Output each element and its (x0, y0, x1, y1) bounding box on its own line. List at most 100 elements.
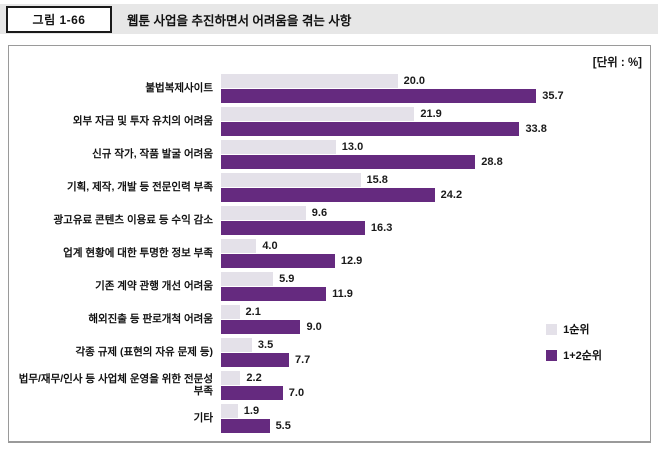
value-label-rank12: 16.3 (370, 222, 393, 234)
chart-row: 기획, 제작, 개발 등 전문인력 부족 15.8 24.2 (9, 173, 650, 202)
value-label-rank1: 9.6 (311, 207, 328, 219)
bar-line: 11.9 (221, 287, 650, 301)
bar-rank12 (221, 254, 335, 268)
bar-rank1 (221, 371, 241, 385)
figure-title: 웹툰 사업을 추진하면서 어려움을 겪는 사항 (127, 13, 352, 28)
value-label-rank1: 21.9 (420, 108, 442, 120)
bar-group: 1.9 5.5 (221, 404, 650, 433)
bar-group: 9.6 16.3 (221, 206, 650, 235)
bar-group: 20.0 35.7 (221, 74, 650, 103)
bar-group: 2.2 7.0 (221, 371, 650, 400)
value-label-rank12: 7.7 (294, 354, 311, 366)
category-label: 업계 현황에 대한 투명한 정보 부족 (63, 246, 213, 259)
bar-line: 2.2 (221, 371, 650, 385)
chart-row: 광고유료 콘텐츠 이용료 등 수익 감소 9.6 16.3 (9, 206, 650, 235)
category-label: 광고유료 콘텐츠 이용료 등 수익 감소 (53, 213, 214, 226)
bar-rank12 (221, 386, 283, 400)
bar-line: 1.9 (221, 404, 650, 418)
value-label-rank12: 33.8 (525, 123, 547, 135)
bar-line: 3.5 (221, 338, 650, 352)
bar-rank1 (221, 74, 398, 88)
legend-item-rank12: 1+2순위 (546, 347, 602, 363)
chart-row: 기타 1.9 5.5 (9, 404, 650, 433)
value-label-rank12: 28.8 (481, 156, 503, 168)
legend-label-rank12: 1+2순위 (563, 350, 602, 362)
figure-number-label: 그림 1-66 (6, 5, 112, 33)
chart-row: 각종 규제 (표현의 자유 문제 등) 3.5 7.7 (9, 338, 650, 367)
value-label-rank1: 2.1 (245, 306, 261, 318)
bar-group: 3.5 7.7 (221, 338, 650, 367)
bar-line: 5.5 (221, 419, 650, 433)
value-label-rank1: 3.5 (257, 339, 274, 351)
value-label-rank1: 4.0 (262, 240, 278, 252)
bar-line: 16.3 (221, 221, 650, 235)
bar-rank12 (221, 122, 520, 136)
chart-row: 해외진출 등 판로개척 어려움 2.1 9.0 (9, 305, 650, 334)
bar-rank12 (221, 188, 435, 202)
chart-row: 불법복제사이트 20.0 35.7 (9, 74, 650, 103)
value-label-rank1: 20.0 (403, 75, 426, 87)
bar-rank1 (221, 338, 252, 352)
value-label-rank1: 1.9 (243, 405, 260, 417)
chart-row: 업계 현황에 대한 투명한 정보 부족 4.0 12.9 (9, 239, 650, 268)
bar-rank12 (221, 320, 301, 334)
bar-line: 2.1 (221, 305, 650, 319)
bar-rank12 (221, 89, 537, 103)
bar-rank1 (221, 404, 238, 418)
category-label: 각종 규제 (표현의 자유 문제 등) (75, 345, 214, 358)
bar-rank1 (221, 173, 361, 187)
category-label: 기획, 제작, 개발 등 전문인력 부족 (66, 180, 213, 193)
bar-line: 13.0 (221, 140, 650, 154)
bar-line: 4.0 (221, 239, 650, 253)
value-label-rank1: 15.8 (366, 174, 388, 186)
value-label-rank1: 2.2 (246, 372, 262, 384)
chart-legend: 1순위 1+2순위 (546, 321, 602, 363)
bar-line: 5.9 (221, 272, 650, 286)
category-label: 외부 자금 및 투자 유치의 어려움 (72, 114, 213, 127)
chart-container: [단위 : %] 불법복제사이트 20.0 35.7 외부 자금 및 투자 유치의 어… (8, 45, 651, 443)
value-label-rank12: 5.5 (275, 420, 291, 432)
value-label-rank12: 7.0 (288, 387, 305, 399)
bar-rank12 (221, 419, 270, 433)
chart-row: 외부 자금 및 투자 유치의 어려움 21.9 33.8 (9, 107, 650, 136)
bar-rank1 (221, 305, 240, 319)
bar-rank12 (221, 287, 327, 301)
bar-line: 9.6 (221, 206, 650, 220)
bar-rank1 (221, 272, 274, 286)
bar-group: 4.0 12.9 (221, 239, 650, 268)
bar-line: 15.8 (221, 173, 650, 187)
bar-line: 28.8 (221, 155, 650, 169)
legend-item-rank1: 1순위 (546, 321, 602, 337)
bar-rank1 (221, 140, 336, 154)
bar-line: 24.2 (221, 188, 650, 202)
value-label-rank12: 24.2 (440, 189, 463, 201)
category-label: 불법복제사이트 (145, 81, 213, 94)
value-label-rank12: 9.0 (306, 321, 322, 333)
figure-header: 그림 1-66 웹툰 사업을 추진하면서 어려움을 겪는 사항 (0, 4, 658, 34)
legend-swatch-rank12 (546, 349, 558, 361)
bar-line: 7.0 (221, 386, 650, 400)
unit-label: [단위 : %] (592, 57, 642, 69)
bar-rank12 (221, 155, 476, 169)
bar-rank1 (221, 239, 257, 253)
chart-row: 법무/재무/인사 등 사업체 운영을 위한 전문성 부족 2.2 7.0 (9, 371, 650, 400)
bar-line: 9.0 (221, 320, 650, 334)
bar-rank12 (221, 353, 289, 367)
bar-group: 5.9 11.9 (221, 272, 650, 301)
legend-label-rank1: 1순위 (563, 324, 590, 336)
bar-rank1 (221, 107, 415, 121)
category-label: 기타 (193, 411, 213, 424)
bar-line: 33.8 (221, 122, 650, 136)
value-label-rank12: 11.9 (332, 288, 353, 300)
bar-rank1 (221, 206, 306, 220)
bar-group: 2.1 9.0 (221, 305, 650, 334)
chart-row: 기존 계약 관행 개선 어려움 5.9 11.9 (9, 272, 650, 301)
category-label: 기존 계약 관행 개선 어려움 (95, 279, 213, 292)
bar-line: 21.9 (221, 107, 650, 121)
bar-line: 20.0 (221, 74, 650, 88)
value-label-rank12: 12.9 (340, 255, 363, 267)
value-label-rank1: 5.9 (279, 273, 295, 285)
bar-line: 12.9 (221, 254, 650, 268)
bar-line: 35.7 (221, 89, 650, 103)
value-label-rank12: 35.7 (542, 90, 564, 102)
